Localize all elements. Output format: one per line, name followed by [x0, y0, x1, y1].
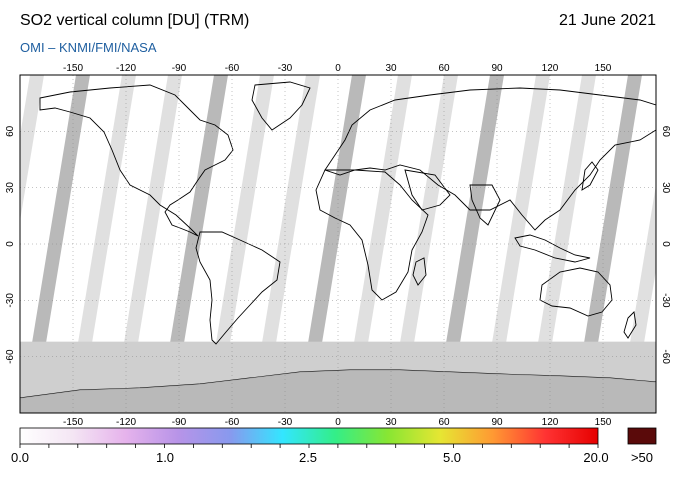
latitude-tick-label: -60 [660, 349, 671, 364]
latitude-tick-label: 30 [5, 182, 16, 194]
longitude-tick-label: 0 [335, 63, 341, 74]
longitude-tick-label: 60 [438, 63, 450, 74]
data-credit: OMI – KNMI/FMI/NASA [20, 40, 157, 55]
arabia-coastline [404, 169, 451, 211]
latitude-tick-label: -60 [5, 349, 16, 364]
longitude-tick-label: 60 [438, 417, 450, 428]
longitude-tick-label: -90 [172, 63, 187, 74]
orbit-swath-gap [400, 75, 458, 343]
longitude-tick-label: -150 [63, 63, 83, 74]
longitude-tick-label: 90 [491, 417, 503, 428]
colorbar-label-1: 1.0 [155, 450, 175, 465]
longitude-tick-label: 30 [385, 417, 397, 428]
africa-coastline [315, 169, 429, 301]
graticule [20, 75, 656, 413]
latitude-tick-label: 60 [660, 126, 671, 138]
orbit-swath-gap [446, 75, 504, 343]
longitude-tick-label: -120 [116, 63, 136, 74]
longitude-tick-label: -60 [225, 417, 240, 428]
orbit-swath-gap [630, 184, 656, 343]
longitude-tick-label: 120 [542, 417, 559, 428]
colorbar-scale [19, 427, 599, 445]
longitude-tick-label: 30 [385, 63, 397, 74]
orbit-swath-gap [32, 75, 90, 343]
greenland-coastline [251, 81, 311, 131]
map-frame [19, 74, 657, 414]
madagascar-coastline [412, 257, 427, 286]
longitude-tick-label: -60 [225, 63, 240, 74]
orbit-swath-gap [124, 75, 182, 343]
map-date: 21 June 2021 [559, 12, 656, 29]
orbit-swath-gap [308, 75, 366, 343]
latitude-tick-label: 0 [5, 241, 16, 247]
longitude-labels-top: -150 -120 -90 -60 -30 0 30 60 90 120 150 [63, 63, 612, 74]
longitude-tick-label: 120 [542, 63, 559, 74]
longitude-tick-label: -120 [116, 417, 136, 428]
orbit-swath-gap [492, 75, 550, 343]
longitude-tick-label: -30 [278, 63, 293, 74]
orbit-swath-gap [78, 75, 136, 343]
map-title: SO2 vertical column [DU] (TRM) [20, 12, 250, 29]
new-zealand-coastline [623, 311, 637, 339]
longitude-tick-label: -150 [63, 417, 83, 428]
orbit-swath-gap [20, 75, 44, 222]
southeast-asia-islands [514, 234, 591, 263]
latitude-tick-label: -30 [660, 293, 671, 308]
australia-coastline [539, 267, 613, 317]
orbit-swath-gap [354, 75, 412, 343]
latitude-labels-right: 60 30 0 -30 -60 [660, 126, 671, 365]
longitude-labels-bottom: -150 -120 -90 -60 -30 0 30 60 90 120 150 [63, 417, 612, 428]
orbit-swath-gap [584, 75, 642, 343]
longitude-tick-label: 90 [491, 63, 503, 74]
latitude-tick-label: 60 [5, 125, 16, 137]
colorbar-label-min: 0.0 [10, 450, 30, 465]
latitude-tick-label: -30 [5, 293, 16, 308]
longitude-tick-label: 0 [335, 417, 341, 428]
eurasia-coastline [324, 87, 656, 231]
india-coastline [469, 184, 501, 226]
longitude-tick-label: -90 [172, 417, 187, 428]
longitude-tick-label: 150 [595, 63, 612, 74]
north-america-coastline [39, 84, 234, 237]
longitude-tick-label: -30 [278, 417, 293, 428]
latitude-labels-left: 60 30 0 -30 -60 [5, 125, 16, 364]
orbit-swath-gap [262, 75, 320, 343]
latitude-tick-label: 30 [660, 182, 671, 194]
orbit-swath-gap [538, 75, 596, 343]
colorbar-overflow-swatch [627, 427, 657, 445]
latitude-tick-label: 0 [660, 241, 671, 247]
orbit-swath-gap [216, 75, 274, 343]
colorbar-label-20: 20.0 [583, 450, 609, 465]
colorbar-label-2-5: 2.5 [298, 450, 318, 465]
orbit-swath-gap [170, 75, 228, 343]
south-america-coastline [195, 231, 281, 345]
longitude-tick-label: 150 [595, 417, 612, 428]
colorbar-label-overflow: >50 [630, 450, 654, 465]
colorbar-label-5: 5.0 [442, 450, 462, 465]
colorbar-ticks [19, 444, 599, 448]
japan-coastline [581, 161, 599, 191]
